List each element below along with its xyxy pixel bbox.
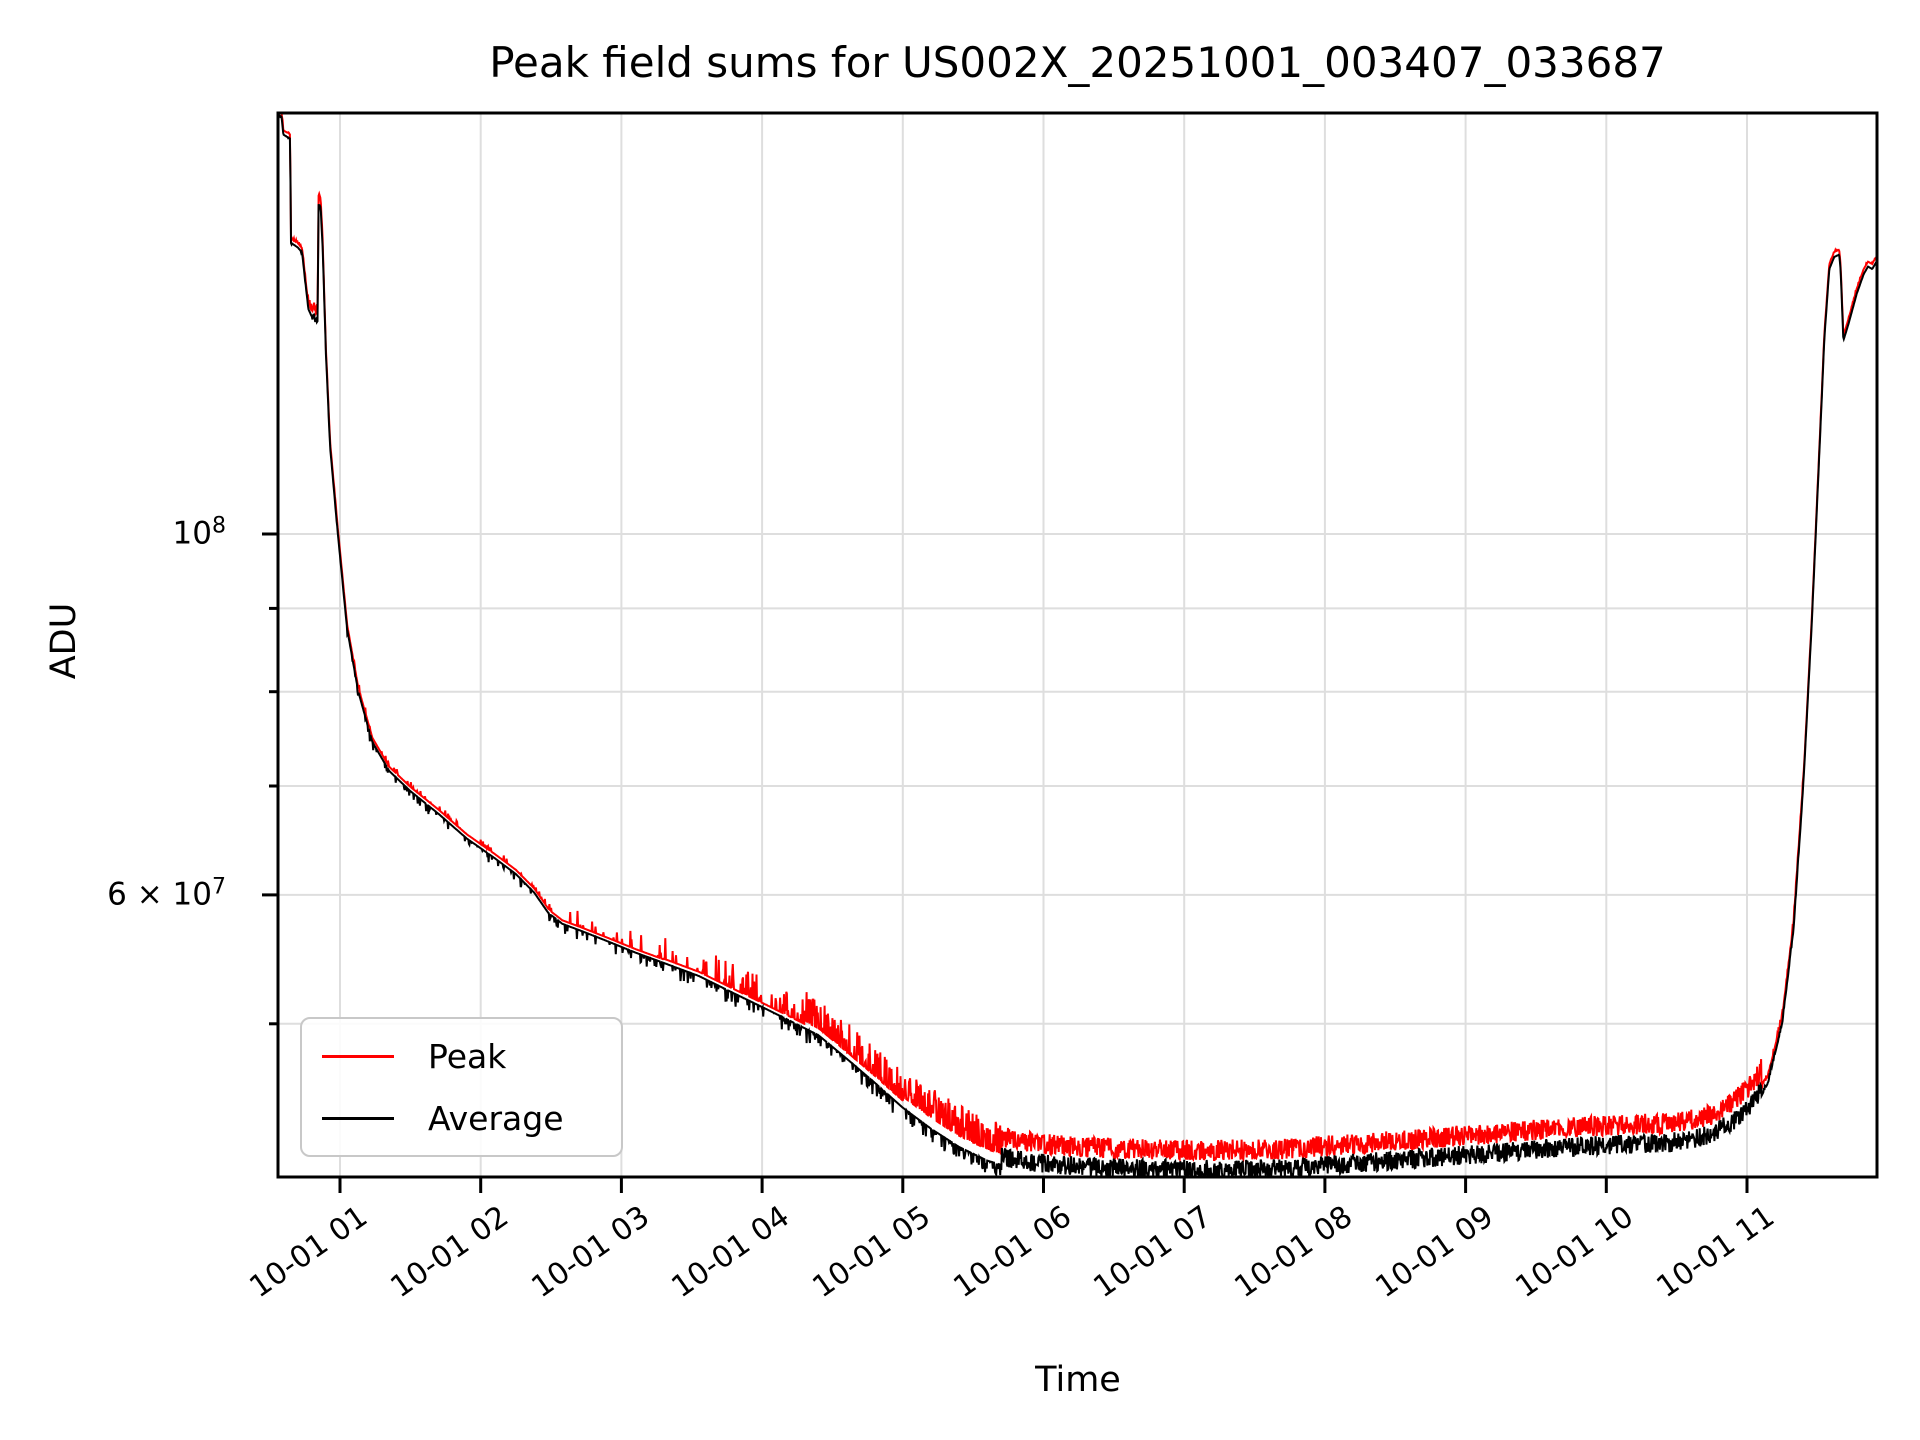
y-tick-label: 6 × 107 (107, 874, 226, 913)
legend-line-average (322, 1116, 394, 1120)
legend-line-peak (322, 1054, 394, 1058)
y-tick-label: 108 (172, 513, 226, 552)
legend-item-average: Average (302, 1099, 621, 1138)
x-axis-label: Time (1035, 1360, 1121, 1400)
legend-item-peak: Peak (302, 1037, 621, 1076)
average-series-line (278, 114, 1877, 1177)
plot-frame (276, 111, 1879, 1179)
legend-label-peak: Peak (428, 1036, 507, 1076)
y-axis-label: ADU (44, 602, 84, 680)
legend: Peak Average (300, 1017, 623, 1157)
peak-series-line (278, 113, 1877, 1163)
legend-label-average: Average (428, 1098, 564, 1138)
chart-title: Peak field sums for US002X_20251001_0034… (489, 38, 1666, 87)
